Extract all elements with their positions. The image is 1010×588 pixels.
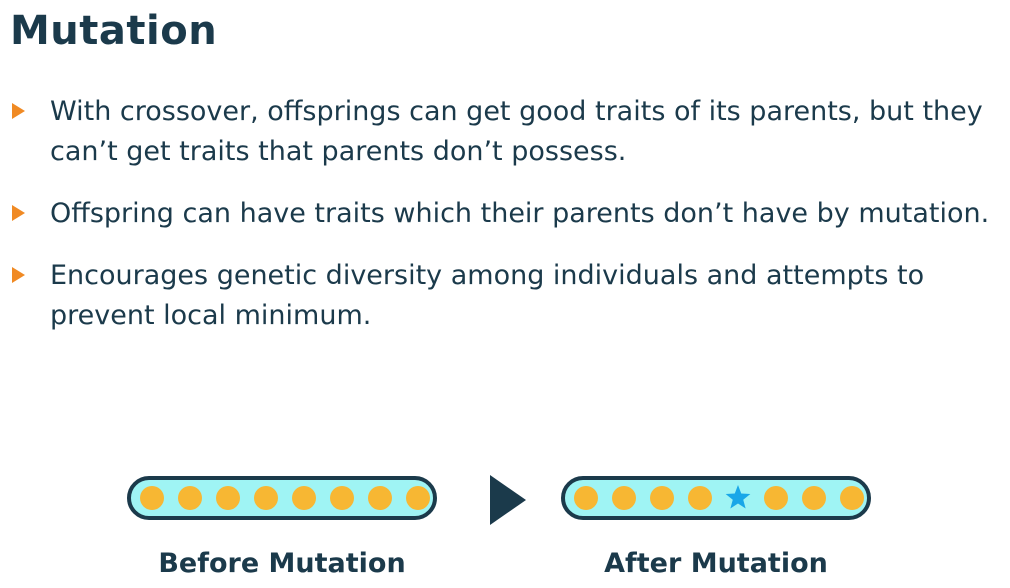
gene-circle (840, 486, 864, 510)
bullet-item-crossover: With crossover, offsprings can get good … (8, 92, 1008, 172)
bullet-text: With crossover, offsprings can get good … (50, 96, 983, 167)
bullet-item-diversity: Encourages genetic diversity among indiv… (8, 256, 1008, 336)
gene-circle (688, 486, 712, 510)
gene-circle (330, 486, 354, 510)
bullet-arrow-icon (12, 205, 25, 221)
chromosome-after (561, 476, 871, 520)
gene-circle (216, 486, 240, 510)
transition-arrow-icon (490, 475, 526, 525)
gene-circle (650, 486, 674, 510)
gene-circle (140, 486, 164, 510)
bullet-text: Offspring can have traits which their pa… (50, 198, 990, 229)
before-mutation-label: Before Mutation (158, 548, 406, 579)
gene-circle (178, 486, 202, 510)
gene-circle (406, 486, 430, 510)
gene-circle (368, 486, 392, 510)
bullet-list: With crossover, offsprings can get good … (8, 92, 1008, 358)
chromosome-before (127, 476, 437, 520)
chromosome-after-genes (574, 485, 864, 510)
after-mutation-label: After Mutation (604, 548, 828, 579)
gene-circle (764, 486, 788, 510)
bullet-item-mutation: Offspring can have traits which their pa… (8, 194, 1008, 234)
gene-circle (254, 486, 278, 510)
page-title: Mutation (10, 8, 218, 54)
gene-circle (574, 486, 598, 510)
gene-circle (802, 486, 826, 510)
bullet-arrow-icon (12, 103, 25, 119)
gene-circle (292, 486, 316, 510)
gene-circle (612, 486, 636, 510)
mutated-gene-star-icon (725, 485, 751, 509)
chromosome-before-genes (140, 486, 430, 510)
bullet-text: Encourages genetic diversity among indiv… (50, 260, 925, 331)
bullet-arrow-icon (12, 267, 25, 283)
